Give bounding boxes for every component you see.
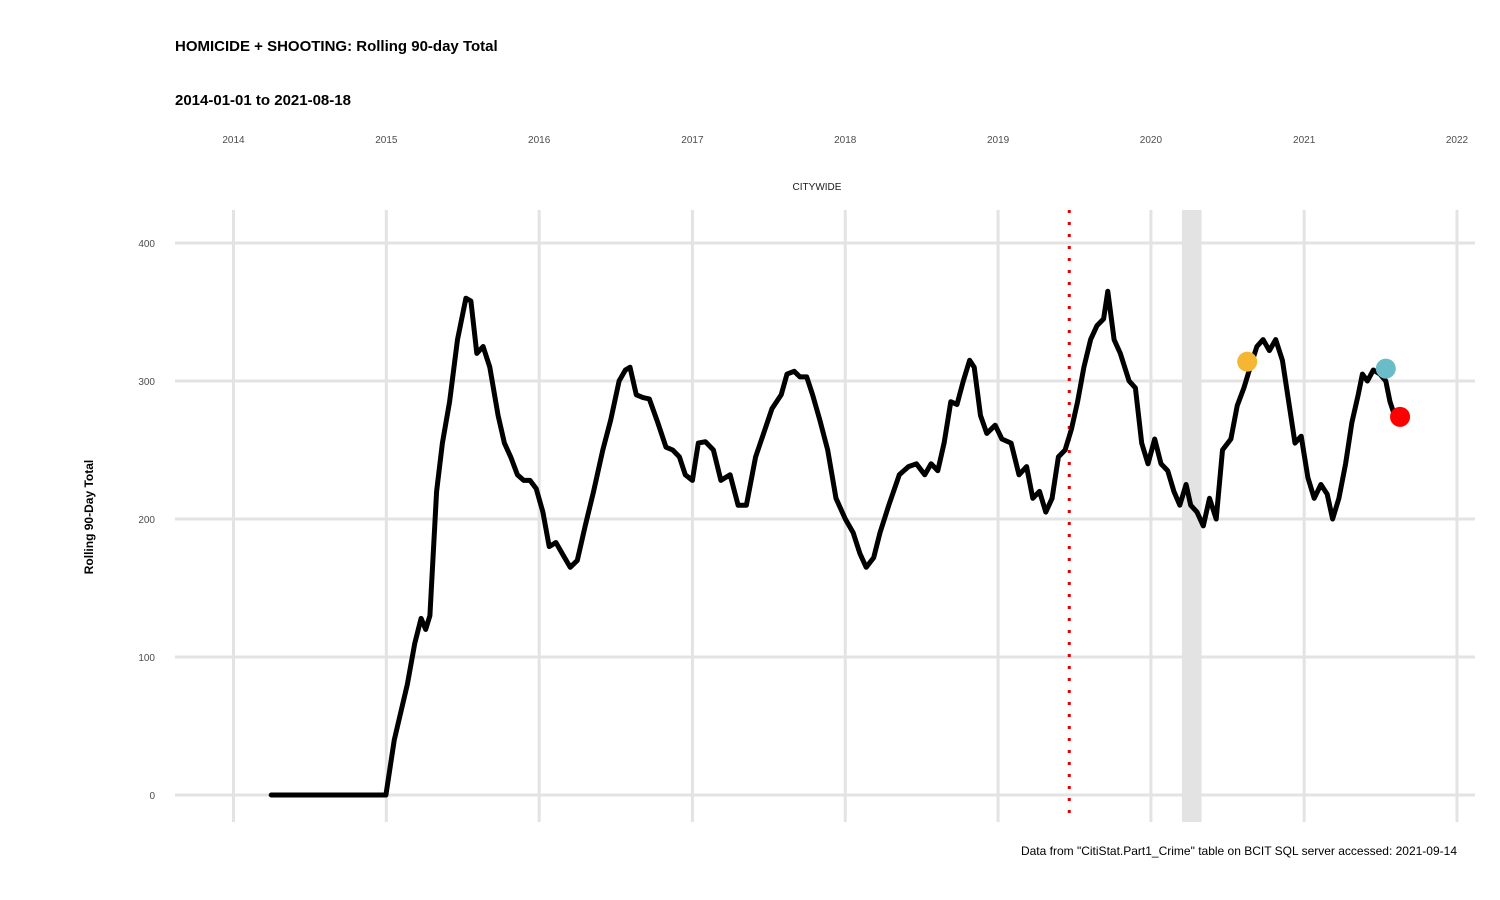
y-axis-ticks: 0 100 200 300 400	[138, 239, 155, 802]
x-tick-label: 2020	[1140, 135, 1163, 146]
x-tick-label: 2019	[987, 135, 1010, 146]
y-tick-label: 300	[138, 377, 155, 388]
shaded-band-layer	[1181, 210, 1202, 822]
chart-caption: Data from "CitiStat.Part1_Crime" table o…	[1020, 844, 1457, 858]
markers-layer	[1237, 351, 1411, 427]
y-tick-label: 0	[149, 791, 155, 802]
chart-subtitle: 2014-01-01 to 2021-08-18	[175, 92, 351, 109]
x-tick-label: 2014	[222, 135, 245, 146]
x-tick-label: 2016	[528, 135, 551, 146]
series-line	[268, 288, 1403, 798]
marker-point	[1390, 406, 1411, 427]
x-tick-label: 2015	[375, 135, 398, 146]
marker-point	[1375, 358, 1396, 379]
x-tick-label: 2021	[1293, 135, 1316, 146]
y-tick-label: 400	[138, 239, 155, 250]
y-tick-label: 100	[138, 653, 155, 664]
series-line-layer	[268, 288, 1403, 798]
x-tick-label: 2017	[681, 135, 704, 146]
y-axis-title: Rolling 90-Day Total	[82, 460, 96, 574]
x-tick-label: 2018	[834, 135, 857, 146]
gridlines	[175, 210, 1475, 822]
x-tick-label: 2022	[1446, 135, 1469, 146]
facet-strip-label: CITYWIDE	[793, 182, 842, 193]
y-tick-label: 200	[138, 515, 155, 526]
chart-title: HOMICIDE + SHOOTING: Rolling 90-day Tota…	[175, 38, 498, 55]
shaded-band	[1181, 210, 1202, 822]
marker-point	[1237, 351, 1258, 372]
x-axis-ticks: 2014 2015 2016 2017 2018 2019 2020 2021 2022	[222, 135, 1468, 146]
